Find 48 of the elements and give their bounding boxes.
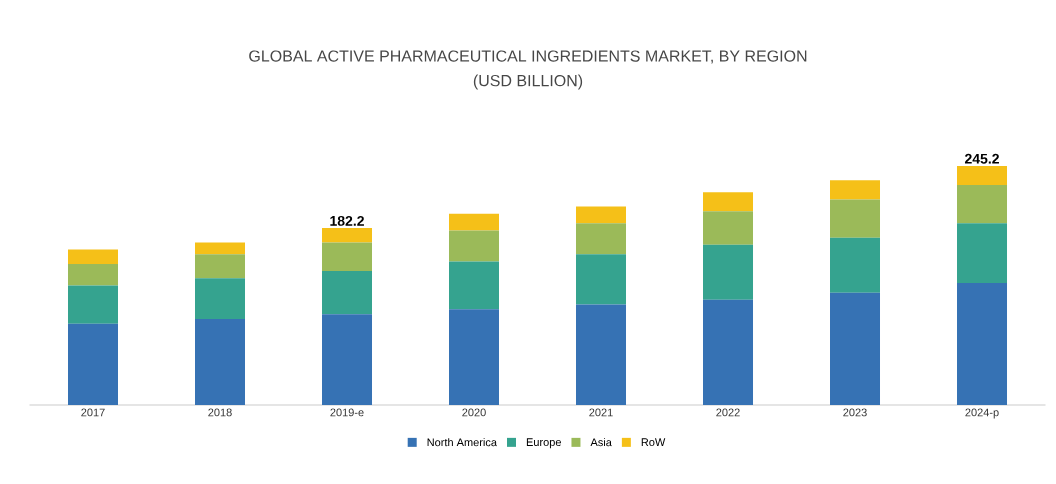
- bar: [195, 242, 245, 255]
- bar: [68, 285, 118, 324]
- bar: [830, 180, 881, 200]
- bar: [957, 223, 1008, 284]
- bar: [322, 314, 372, 405]
- bar: [957, 165, 1008, 186]
- bar: [322, 271, 372, 315]
- bar: [830, 292, 881, 405]
- legend-label: RoW: [641, 438, 666, 447]
- x-tick-label: 2020: [462, 408, 486, 417]
- bar: [703, 192, 754, 212]
- bar: [195, 318, 245, 405]
- bar: [68, 249, 118, 264]
- x-tick-label: 2018: [208, 408, 232, 417]
- chart-subtitle: (USD BILLION): [473, 74, 583, 90]
- bar: [195, 254, 245, 279]
- bar: [830, 199, 881, 238]
- legend-label: Asia: [590, 438, 612, 447]
- x-tick-label: 2017: [81, 408, 105, 417]
- x-tick-label: 2023: [843, 408, 867, 417]
- x-tick-label: 2019-e: [330, 408, 364, 417]
- x-tick-label: 2021: [589, 408, 613, 417]
- chart-title: GLOBAL ACTIVE PHARMACEUTICAL INGREDIENTS MARKET, BY REGION: [249, 50, 807, 64]
- bar: [322, 242, 372, 272]
- bar: [449, 213, 499, 231]
- bar: [449, 261, 499, 310]
- bar: [703, 299, 754, 405]
- bar: [957, 283, 1008, 405]
- x-tick-label: 2022: [716, 408, 740, 417]
- annotation: 245.2: [964, 153, 999, 164]
- bar: [576, 223, 627, 255]
- legend-label: Europe: [526, 438, 561, 449]
- bar: [68, 263, 118, 286]
- bar: [830, 237, 881, 293]
- bar: [703, 244, 754, 300]
- bar: [449, 309, 499, 405]
- bar: [576, 254, 627, 305]
- annotation: 182.2: [330, 215, 364, 226]
- bar: [703, 211, 754, 245]
- bar: [449, 230, 499, 262]
- bar: [322, 228, 372, 243]
- bar: [68, 323, 118, 405]
- bar: [576, 206, 627, 224]
- legend-label: North America: [427, 438, 497, 447]
- bar: [576, 304, 627, 405]
- x-tick-label: 2024-p: [965, 408, 999, 419]
- bar: [195, 278, 245, 319]
- bar: [957, 185, 1008, 224]
